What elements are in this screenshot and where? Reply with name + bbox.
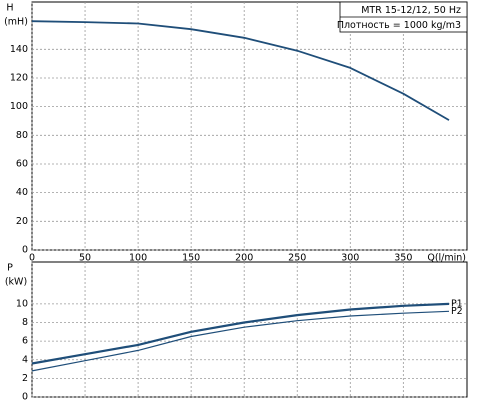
x-axis-label: Q(l/min) bbox=[427, 253, 466, 264]
y-tick-label: 0 bbox=[22, 392, 28, 400]
y-axis-unit: (mH) bbox=[4, 17, 28, 28]
y-tick-label: 140 bbox=[10, 44, 28, 55]
y-tick-label: 40 bbox=[16, 187, 28, 198]
y-tick-label: 8 bbox=[22, 317, 28, 328]
series-label: P1 bbox=[451, 298, 463, 309]
y-tick-label: 120 bbox=[10, 72, 28, 83]
y-axis-unit: (kW) bbox=[5, 277, 27, 288]
y-tick-label: 60 bbox=[16, 158, 28, 169]
legend-text: Плотность = 1000 kg/m3 bbox=[337, 20, 461, 31]
y-tick-label: 100 bbox=[10, 101, 28, 112]
legend-text: MTR 15-12/12, 50 Hz bbox=[361, 5, 461, 16]
curve bbox=[31, 302, 450, 365]
y-tick-label: 6 bbox=[22, 336, 28, 347]
x-tick-label: 50 bbox=[79, 253, 91, 264]
curve bbox=[31, 310, 450, 372]
x-tick-label: 150 bbox=[182, 253, 200, 264]
y-axis-label: P bbox=[7, 263, 13, 274]
x-tick-label: 300 bbox=[341, 253, 359, 264]
plot-area bbox=[31, 1, 468, 251]
y-tick-label: 4 bbox=[22, 354, 28, 365]
x-tick-label: 0 bbox=[29, 253, 35, 264]
y-axis-label: H bbox=[6, 3, 13, 14]
x-tick-label: 250 bbox=[288, 253, 306, 264]
y-tick-label: 20 bbox=[16, 216, 28, 227]
y-tick-label: 0 bbox=[22, 245, 28, 256]
y-tick-label: 80 bbox=[16, 130, 28, 141]
x-tick-label: 350 bbox=[394, 253, 412, 264]
series-label: P2 bbox=[451, 306, 463, 317]
plot-area bbox=[31, 261, 468, 398]
x-tick-label: 100 bbox=[129, 253, 147, 264]
y-tick-label: 2 bbox=[22, 373, 28, 384]
x-tick-label: 200 bbox=[235, 253, 253, 264]
y-tick-label: 10 bbox=[16, 298, 28, 309]
curve bbox=[31, 20, 450, 121]
